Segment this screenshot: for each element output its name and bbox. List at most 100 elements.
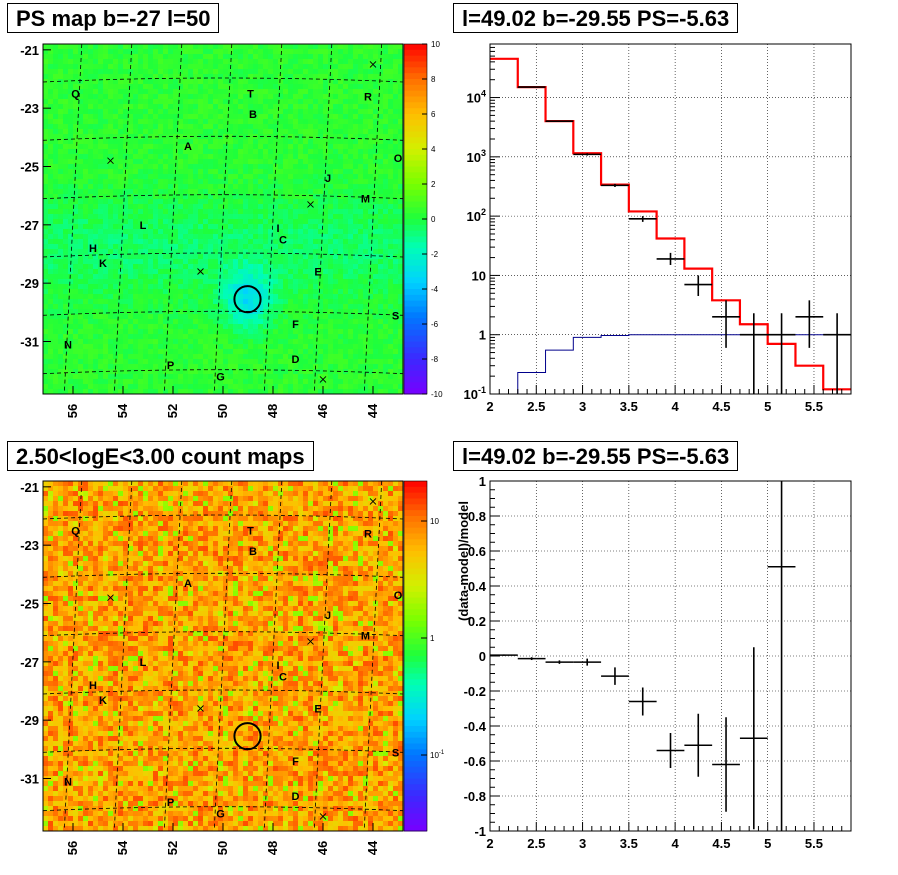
map-pixel	[133, 69, 139, 75]
map-pixel	[228, 384, 234, 390]
map-pixel	[218, 344, 224, 350]
map-pixel	[68, 214, 74, 220]
map-pixel	[348, 174, 354, 180]
map-pixel	[118, 44, 124, 50]
map-pixel	[303, 324, 309, 330]
map-pixel	[273, 284, 279, 290]
map-pixel	[198, 374, 204, 380]
map-pixel	[238, 354, 244, 360]
map-pixel	[48, 209, 54, 215]
map-pixel	[148, 314, 154, 320]
map-pixel	[163, 194, 169, 200]
map-pixel	[63, 64, 69, 70]
map-pixel	[93, 264, 99, 270]
map-pixel	[138, 339, 144, 345]
map-pixel	[78, 169, 84, 175]
map-pixel	[203, 89, 209, 95]
map-pixel	[278, 144, 284, 150]
map-pixel	[273, 384, 279, 390]
map-pixel	[233, 219, 239, 225]
map-pixel	[113, 389, 119, 394]
map-pixel	[158, 304, 164, 310]
map-pixel	[203, 249, 209, 255]
map-pixel	[173, 364, 179, 370]
map-pixel	[143, 324, 149, 330]
map-pixel	[118, 234, 124, 240]
map-pixel	[313, 334, 319, 340]
map-pixel	[243, 324, 249, 330]
map-pixel	[373, 389, 379, 394]
map-pixel	[93, 144, 99, 150]
map-pixel	[353, 274, 359, 280]
map-pixel	[248, 249, 254, 255]
map-pixel	[263, 129, 269, 135]
map-pixel	[308, 239, 314, 245]
map-pixel	[373, 229, 379, 235]
map-pixel	[123, 364, 129, 370]
map-pixel	[98, 209, 104, 215]
map-pixel	[338, 344, 344, 350]
map-pixel	[143, 369, 149, 375]
map-pixel	[183, 74, 189, 80]
map-pixel	[153, 59, 159, 65]
map-pixel	[363, 309, 369, 315]
map-pixel	[163, 384, 169, 390]
map-pixel	[208, 204, 214, 210]
map-pixel	[368, 69, 374, 75]
map-pixel	[248, 244, 254, 250]
map-pixel	[388, 59, 394, 65]
map-pixel	[73, 299, 79, 305]
map-pixel	[108, 244, 114, 250]
map-pixel	[73, 279, 79, 285]
map-pixel	[73, 229, 79, 235]
map-pixel	[288, 109, 294, 115]
map-pixel	[123, 159, 129, 165]
map-pixel	[288, 179, 294, 185]
map-pixel	[293, 304, 299, 310]
map-pixel	[98, 139, 104, 145]
map-pixel	[198, 184, 204, 190]
map-pixel	[163, 139, 169, 145]
map-pixel	[353, 44, 359, 50]
map-pixel	[218, 74, 224, 80]
map-pixel	[153, 279, 159, 285]
map-pixel	[208, 379, 214, 385]
map-pixel	[148, 229, 154, 235]
map-pixel	[228, 129, 234, 135]
map-pixel	[393, 229, 399, 235]
map-pixel	[78, 154, 84, 160]
map-pixel	[93, 114, 99, 120]
map-pixel	[298, 284, 304, 290]
map-pixel	[238, 249, 244, 255]
map-pixel	[253, 314, 259, 320]
map-pixel	[168, 124, 174, 130]
map-pixel	[358, 379, 364, 385]
map-pixel	[348, 369, 354, 375]
map-pixel	[318, 244, 324, 250]
map-pixel	[328, 204, 334, 210]
map-pixel	[153, 179, 159, 185]
map-pixel	[293, 144, 299, 150]
map-pixel	[93, 344, 99, 350]
map-pixel	[93, 134, 99, 140]
map-pixel	[218, 124, 224, 130]
map-pixel	[303, 309, 309, 315]
map-pixel	[363, 64, 369, 70]
map-pixel	[63, 239, 69, 245]
map-pixel	[238, 184, 244, 190]
map-pixel	[133, 214, 139, 220]
map-pixel	[68, 314, 74, 320]
map-pixel	[358, 49, 364, 55]
map-pixel	[388, 234, 394, 240]
map-pixel	[163, 164, 169, 170]
map-pixel	[243, 184, 249, 190]
map-pixel	[293, 179, 299, 185]
map-pixel	[48, 224, 54, 230]
map-pixel	[123, 309, 129, 315]
map-pixel	[263, 304, 269, 310]
map-pixel	[378, 349, 384, 355]
map-pixel	[358, 289, 364, 295]
map-pixel	[198, 144, 204, 150]
map-pixel	[48, 274, 54, 280]
map-pixel	[238, 179, 244, 185]
